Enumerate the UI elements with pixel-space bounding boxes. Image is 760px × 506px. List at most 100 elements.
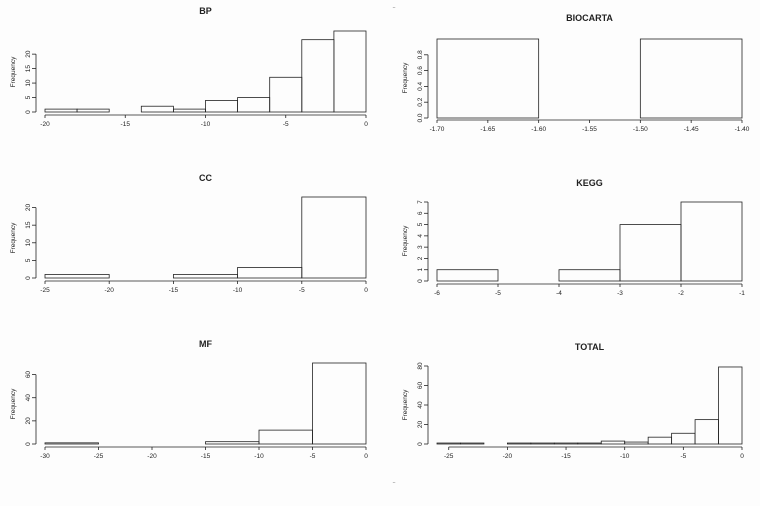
biocarta-bar <box>436 38 540 119</box>
biocarta-title: BIOCARTA <box>566 13 613 23</box>
total-xtick-label: -5 <box>680 453 686 460</box>
cc-ytick-label: 5 <box>25 258 32 262</box>
biocarta-xtick-label: -1.60 <box>531 126 546 133</box>
cc-ytick-label: 20 <box>25 204 32 212</box>
total-bar <box>647 436 673 445</box>
total-bar <box>553 442 579 445</box>
kegg-ytick-label: 3 <box>417 245 424 249</box>
biocarta-ylabel: Frequency <box>402 62 409 93</box>
bp-bar <box>140 105 174 113</box>
mf-xtick-label: -5 <box>310 453 316 460</box>
bp-xtick-label: -15 <box>121 121 131 128</box>
biocarta-ytick-label: 0.6 <box>417 66 424 75</box>
kegg-title: KEGG <box>576 178 603 188</box>
mf-ytick-label: 60 <box>25 371 32 379</box>
biocarta-xtick-label: -1.45 <box>684 126 699 133</box>
mf-bar <box>44 442 99 445</box>
bp-xtick-label: -10 <box>201 121 211 128</box>
total-bar <box>718 366 743 445</box>
kegg-bar <box>680 201 743 282</box>
kegg-bar <box>619 224 682 282</box>
bp-ytick-label: 15 <box>25 65 32 73</box>
biocarta-ytick-label: 0.2 <box>417 97 424 106</box>
total-xtick-label: -25 <box>444 453 454 460</box>
bp-xtick-label: -20 <box>40 121 50 128</box>
total-bar <box>600 440 626 445</box>
kegg-ytick-label: 7 <box>417 200 424 204</box>
bp-ylabel: Frequency <box>10 56 17 87</box>
mf-xtick-label: 0 <box>364 453 368 460</box>
mf-ylabel: Frequency <box>10 388 17 419</box>
bp-bar <box>76 108 110 113</box>
total-bar <box>671 432 696 445</box>
total-ytick-label: 20 <box>417 421 424 429</box>
cc-ylabel: Frequency <box>10 222 17 253</box>
total-xtick-label: -10 <box>620 453 630 460</box>
total-bar <box>694 419 719 445</box>
mf-xtick-label: -10 <box>254 453 264 460</box>
mf-ytick-label: 0 <box>25 442 32 446</box>
mf-ytick-label: 20 <box>25 417 32 425</box>
total-xtick-label: -20 <box>503 453 513 460</box>
cc-bar <box>44 274 110 279</box>
kegg-bar <box>436 269 499 282</box>
total-title: TOTAL <box>575 342 605 352</box>
kegg-ytick-label: 2 <box>417 256 424 260</box>
kegg-ytick-label: 4 <box>417 234 424 238</box>
bp-ytick-label: 10 <box>25 79 32 87</box>
cc-ytick-label: 15 <box>25 221 32 229</box>
total-bar <box>506 442 532 445</box>
bp-xtick-label: 0 <box>364 121 368 128</box>
bp-ytick-label: 5 <box>25 95 32 99</box>
cc-bar <box>237 267 303 279</box>
kegg-xtick-label: -4 <box>556 290 562 297</box>
bp-bar <box>301 39 335 113</box>
kegg-ylabel: Frequency <box>402 225 409 256</box>
kegg-xtick-label: -3 <box>617 290 623 297</box>
total-ytick-label: 80 <box>417 362 424 370</box>
total-xtick-label: 0 <box>740 453 744 460</box>
biocarta-xtick-label: -1.70 <box>430 126 445 133</box>
kegg-xtick-label: -2 <box>678 290 684 297</box>
biocarta-xtick-label: -1.50 <box>633 126 648 133</box>
total-ytick-label: 40 <box>417 401 424 409</box>
bottom-mark: .. <box>392 479 396 485</box>
mf-ytick-label: 40 <box>25 394 32 402</box>
biocarta-ytick-label: 0.0 <box>417 113 424 122</box>
bp-bar <box>205 100 238 113</box>
mf-bar <box>312 362 367 445</box>
kegg-ytick-label: 1 <box>417 268 424 272</box>
kegg-xtick-label: -1 <box>739 290 745 297</box>
bp-ytick-label: 0 <box>25 110 32 114</box>
cc-bar <box>301 196 367 279</box>
kegg-ytick-label: 0 <box>417 279 424 283</box>
kegg-bar <box>558 269 621 282</box>
kegg-ytick-label: 5 <box>417 222 424 226</box>
biocarta-bar <box>639 38 743 119</box>
mf-xtick-label: -25 <box>94 453 104 460</box>
total-bar <box>624 441 649 445</box>
total-bar <box>436 442 461 445</box>
biocarta-ytick-label: 0.8 <box>417 50 424 59</box>
mf-bar <box>205 441 260 445</box>
top-mark: .. <box>392 4 396 10</box>
cc-xtick-label: -10 <box>233 287 243 294</box>
mf-xtick-label: -20 <box>147 453 157 460</box>
total-ytick-label: 60 <box>417 382 424 390</box>
cc-xtick-label: -5 <box>299 287 305 294</box>
bp-bar <box>269 76 303 113</box>
total-ylabel: Frequency <box>402 389 409 420</box>
bp-bar <box>333 30 367 113</box>
bp-bar <box>44 108 78 113</box>
cc-xtick-label: -25 <box>40 287 50 294</box>
kegg-xtick-label: -6 <box>434 290 440 297</box>
total-ytick-label: 0 <box>417 442 424 446</box>
biocarta-xtick-label: -1.55 <box>582 126 597 133</box>
cc-title: CC <box>199 173 212 183</box>
cc-ytick-label: 10 <box>25 239 32 247</box>
mf-title: MF <box>199 339 212 349</box>
bp-xtick-label: -5 <box>283 121 289 128</box>
total-xtick-label: -15 <box>561 453 571 460</box>
mf-bar <box>258 429 313 445</box>
